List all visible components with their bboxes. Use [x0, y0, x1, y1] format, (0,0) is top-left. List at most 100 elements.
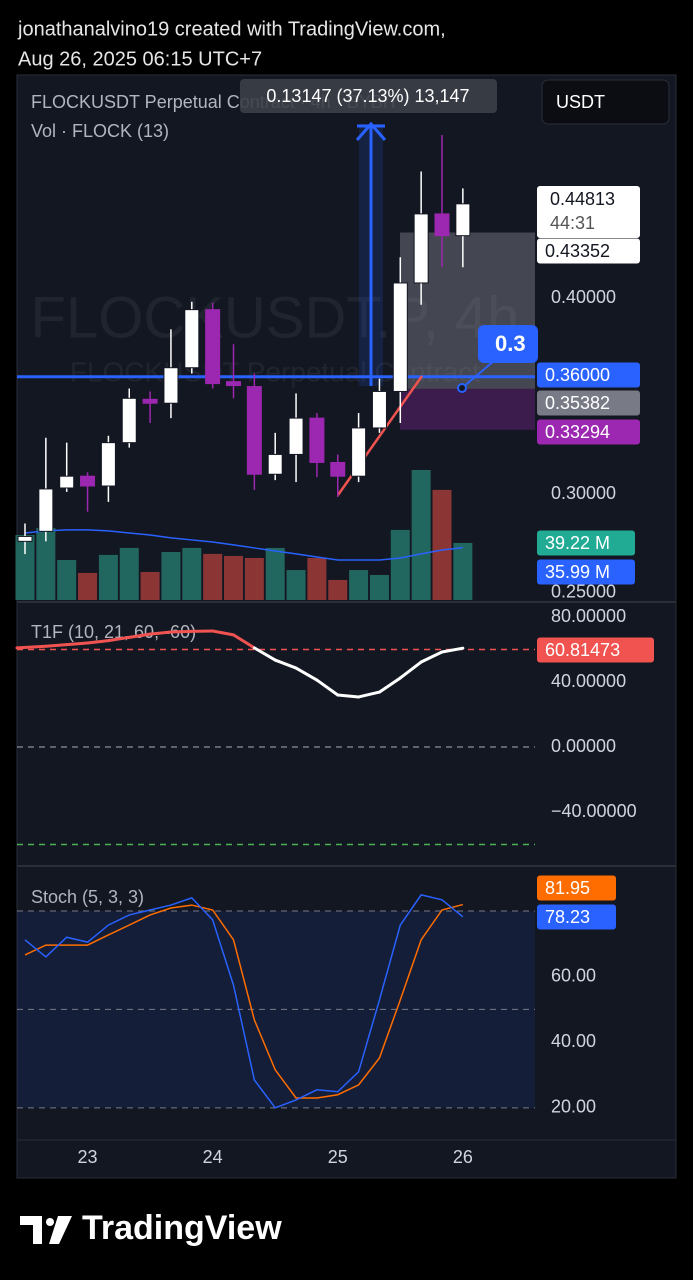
- t1f-label-bg: [537, 637, 654, 663]
- volume-bar: [161, 552, 181, 600]
- countdown: 44:31: [550, 213, 595, 233]
- stoch-line: [24, 894, 464, 1109]
- t1f-segment: [377, 676, 402, 694]
- volume-label: 35.99 M: [545, 562, 610, 582]
- t1f-segment: [315, 678, 340, 697]
- stop-zone: [400, 388, 535, 430]
- candle-body: [267, 453, 283, 475]
- volume-bar: [36, 528, 56, 600]
- volume-bar: [328, 579, 348, 600]
- price-label-bg: [537, 419, 640, 445]
- callout-text: 0.3: [495, 331, 526, 356]
- candle-body: [163, 367, 179, 404]
- logo-icon: [46, 1218, 54, 1226]
- volume-bar: [453, 542, 473, 600]
- t1f-segment: [336, 693, 361, 699]
- y-tick-label: 20.00: [551, 1097, 596, 1117]
- volume-label: 39.22 M: [545, 533, 610, 553]
- candle-body: [309, 417, 325, 463]
- logo-icon: [20, 1216, 72, 1244]
- candle-body: [371, 390, 387, 429]
- t1f-segment: [127, 632, 152, 639]
- volume-bar: [140, 571, 160, 600]
- candle-body: [434, 213, 450, 237]
- callout-bg: [478, 325, 538, 363]
- stoch-label-bg: [537, 904, 616, 930]
- y-tick-label: 40.00000: [551, 671, 626, 691]
- price-label: 0.43352: [545, 241, 610, 261]
- x-tick-label: 26: [453, 1147, 473, 1167]
- candle-body: [59, 475, 75, 489]
- callout-line: [461, 359, 496, 389]
- y-tick-label: 0.00000: [551, 736, 616, 756]
- stoch-label: 81.95: [545, 878, 590, 898]
- y-tick-label: 0.40000: [551, 287, 616, 307]
- price-label-bg: [537, 362, 640, 388]
- candle-body: [455, 203, 471, 237]
- x-tick-label: 24: [203, 1147, 223, 1167]
- price-label: 0.33294: [545, 422, 610, 442]
- t1f-segment: [169, 629, 194, 634]
- stoch-label: 78.23: [545, 907, 590, 927]
- candle-body: [413, 213, 429, 284]
- volume-bar: [307, 557, 327, 600]
- x-tick-label: 25: [328, 1147, 348, 1167]
- t1f-segment: [273, 658, 298, 670]
- t1f-segment: [357, 690, 381, 699]
- volume-bar: [244, 557, 264, 600]
- t1f-segment: [211, 629, 235, 637]
- volume-ma-line: [24, 529, 463, 561]
- tradingview-logo: TradingView: [20, 1209, 282, 1247]
- header-line: jonathanalvino19 created with TradingVie…: [17, 18, 446, 40]
- candle-body: [392, 282, 408, 392]
- volume-bar: [224, 555, 243, 600]
- candle-body: [17, 535, 33, 542]
- price-label: 0.36000: [545, 365, 610, 385]
- measure-label: 0.13147 (37.13%) 13,147: [266, 86, 469, 106]
- measure-label-bg: [240, 79, 497, 113]
- candle-body: [351, 427, 367, 477]
- volume-label-bg: [537, 530, 635, 556]
- t1f-segment: [419, 650, 444, 664]
- t1f-segment: [440, 646, 465, 654]
- callout-dot: [457, 383, 467, 393]
- last-price-bg: [537, 186, 640, 238]
- indicator-title: T1F (10, 21, 60, -60): [31, 622, 196, 642]
- y-tick-label: 80.00000: [551, 606, 626, 626]
- measure-arrow-head: [355, 121, 387, 141]
- t1f-segment: [106, 635, 131, 643]
- volume-bar: [78, 572, 98, 600]
- volume-bar: [119, 547, 139, 600]
- watermark: FLOCKUSDT.P, 4h: [31, 285, 520, 350]
- y-tick-label: 40.00: [551, 1031, 596, 1051]
- volume-bar: [369, 574, 389, 600]
- y-tick-label: −40.00000: [551, 801, 637, 821]
- volume-bar: [57, 560, 77, 600]
- watermark-sub: FLOCKUSDT Perpetual Contract: [70, 356, 481, 387]
- volume-bar: [182, 547, 202, 600]
- volume-bar: [203, 553, 223, 600]
- candle-body: [100, 442, 116, 487]
- volume-bar: [411, 469, 431, 600]
- t1f-segment: [65, 641, 90, 647]
- currency-label[interactable]: USDT: [556, 92, 605, 112]
- t1f-segment: [15, 644, 48, 650]
- candle-body: [80, 475, 96, 487]
- volume-bar: [286, 570, 306, 600]
- t1f-segment: [398, 660, 423, 680]
- volume-label-bg: [537, 559, 635, 585]
- t1f-label: 60.81473: [545, 640, 620, 660]
- chart-subtitle: Vol · FLOCK (13): [31, 121, 169, 141]
- candle-body: [205, 309, 221, 385]
- logo-text: TradingView: [82, 1209, 282, 1247]
- x-tick-label: 23: [78, 1147, 98, 1167]
- header-line: Aug 26, 2025 06:15 UTC+7: [18, 48, 262, 70]
- t1f-segment: [44, 643, 69, 648]
- candle-body: [142, 398, 158, 404]
- candle-body: [246, 386, 262, 475]
- price-label-bg: [537, 238, 640, 264]
- volume-bar: [349, 570, 369, 600]
- currency-button[interactable]: [541, 79, 670, 125]
- price-label: 0.35382: [545, 393, 610, 413]
